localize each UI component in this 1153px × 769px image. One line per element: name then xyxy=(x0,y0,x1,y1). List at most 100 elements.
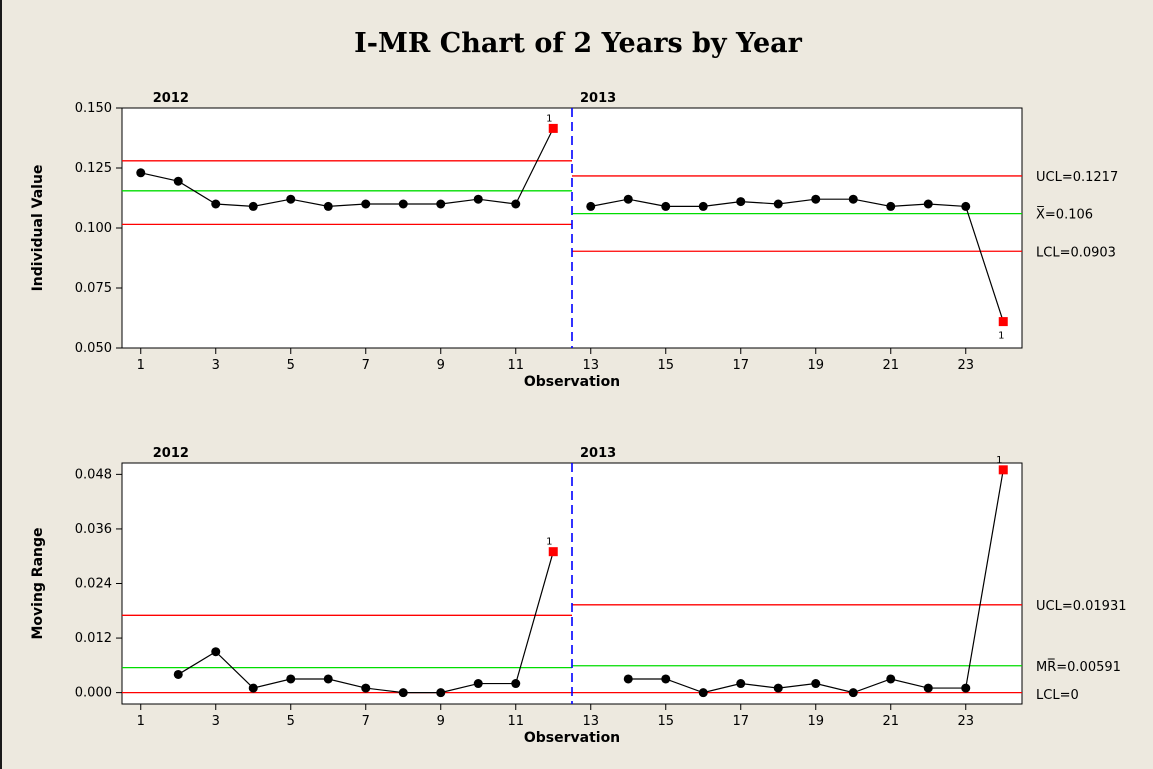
data-point xyxy=(698,688,708,698)
moving-range-series: 11 xyxy=(173,455,1008,698)
x-tick-label: 9 xyxy=(437,358,445,373)
moving-range-y-axis-label: Moving Range xyxy=(30,527,46,639)
data-point xyxy=(511,199,521,209)
moving-range-lcl-label: LCL=0 xyxy=(1036,688,1079,703)
x-tick-label: 13 xyxy=(582,358,599,373)
x-tick-label: 7 xyxy=(362,358,370,373)
y-tick-label: 0.000 xyxy=(75,686,112,701)
y-tick-label: 0.075 xyxy=(75,281,112,296)
y-tick-label: 0.048 xyxy=(75,467,112,482)
series-line xyxy=(590,198,1004,322)
x-tick-label: 5 xyxy=(287,714,295,729)
x-tick-label: 1 xyxy=(137,714,145,729)
x-tick-label: 11 xyxy=(507,714,524,729)
stage-label-2013-moving-range: 2013 xyxy=(580,446,616,461)
individual-series: 11 xyxy=(136,113,1008,342)
data-point xyxy=(848,688,858,698)
individual-center-label: X̅=0.106 xyxy=(1036,206,1093,222)
out-of-control-point xyxy=(548,547,558,557)
test-failure-flag: 1 xyxy=(998,331,1004,342)
data-point xyxy=(323,201,333,211)
data-point xyxy=(436,199,446,209)
data-point xyxy=(436,688,446,698)
out-of-control-point xyxy=(548,123,558,133)
x-tick-label: 23 xyxy=(957,714,974,729)
data-point xyxy=(923,683,933,693)
x-tick-label: 21 xyxy=(882,714,899,729)
series-line xyxy=(140,128,554,208)
y-tick-label: 0.050 xyxy=(75,341,112,356)
data-point xyxy=(211,199,221,209)
stage-label-2013-individual: 2013 xyxy=(580,91,616,106)
data-point xyxy=(398,199,408,209)
x-tick-label: 3 xyxy=(212,358,220,373)
y-tick-label: 0.150 xyxy=(75,101,112,116)
individual-axis-ticks: 1 3 5 7 9 11 13 15 17 19 21 230.0500.0750.1000.1250… xyxy=(75,101,974,373)
data-point xyxy=(698,201,708,211)
data-point xyxy=(773,683,783,693)
x-tick-label: 15 xyxy=(657,714,674,729)
x-tick-label: 15 xyxy=(657,358,674,373)
y-tick-label: 0.012 xyxy=(75,631,112,646)
moving-range-x-axis-label: Observation xyxy=(524,730,620,746)
data-point xyxy=(248,201,258,211)
chart-title: I-MR Chart of 2 Years by Year xyxy=(354,28,802,59)
data-point xyxy=(473,194,483,204)
y-tick-label: 0.125 xyxy=(75,161,112,176)
data-point xyxy=(961,201,971,211)
moving-range-panel: 1 3 5 7 9 11 13 15 17 19 21 230.0000.0120.0240.0360… xyxy=(30,446,1127,746)
data-point xyxy=(661,201,671,211)
moving-range-axis-ticks: 1 3 5 7 9 11 13 15 17 19 21 230.0000.0120.0240.0360… xyxy=(75,467,974,729)
data-point xyxy=(136,168,146,178)
stage-label-2012-moving-range: 2012 xyxy=(153,446,189,461)
data-point xyxy=(923,199,933,209)
data-point xyxy=(736,679,746,689)
x-tick-label: 17 xyxy=(732,714,749,729)
moving-range-ucl-label: UCL=0.01931 xyxy=(1036,599,1127,614)
data-point xyxy=(211,647,221,657)
moving-range-control-limits xyxy=(122,463,1022,704)
x-tick-label: 19 xyxy=(807,358,824,373)
x-tick-label: 21 xyxy=(882,358,899,373)
x-tick-label: 1 xyxy=(137,358,145,373)
data-point xyxy=(286,194,296,204)
out-of-control-point xyxy=(998,465,1008,475)
y-tick-label: 0.036 xyxy=(75,522,112,537)
data-point xyxy=(811,194,821,204)
data-point xyxy=(848,194,858,204)
individual-control-limits xyxy=(122,108,1022,348)
data-point xyxy=(398,688,408,698)
out-of-control-point xyxy=(998,317,1008,327)
data-point xyxy=(811,679,821,689)
individual-value-panel: 1 3 5 7 9 11 13 15 17 19 21 230.0500.0750.1000.1250… xyxy=(30,91,1118,390)
data-point xyxy=(173,669,183,679)
individual-y-axis-label: Individual Value xyxy=(30,165,46,292)
data-point xyxy=(248,683,258,693)
stage-label-2012-individual: 2012 xyxy=(153,91,189,106)
x-tick-label: 23 xyxy=(957,358,974,373)
data-point xyxy=(661,674,671,684)
data-point xyxy=(361,683,371,693)
data-point xyxy=(323,674,333,684)
data-point xyxy=(586,201,596,211)
x-tick-label: 9 xyxy=(437,714,445,729)
data-point xyxy=(886,201,896,211)
moving-range-center-label: MR̅̅=0.00591 xyxy=(1036,658,1121,674)
data-point xyxy=(886,674,896,684)
test-failure-flag: 1 xyxy=(996,455,1002,466)
individual-lcl-label: LCL=0.0903 xyxy=(1036,245,1116,260)
y-tick-label: 0.100 xyxy=(75,221,112,236)
data-point xyxy=(961,683,971,693)
data-point xyxy=(623,674,633,684)
data-point xyxy=(173,176,183,186)
test-failure-flag: 1 xyxy=(546,113,552,124)
x-tick-label: 5 xyxy=(287,358,295,373)
data-point xyxy=(623,194,633,204)
x-tick-label: 3 xyxy=(212,714,220,729)
data-point xyxy=(736,197,746,207)
individual-x-axis-label: Observation xyxy=(524,374,620,390)
data-point xyxy=(473,679,483,689)
y-tick-label: 0.024 xyxy=(75,577,112,592)
